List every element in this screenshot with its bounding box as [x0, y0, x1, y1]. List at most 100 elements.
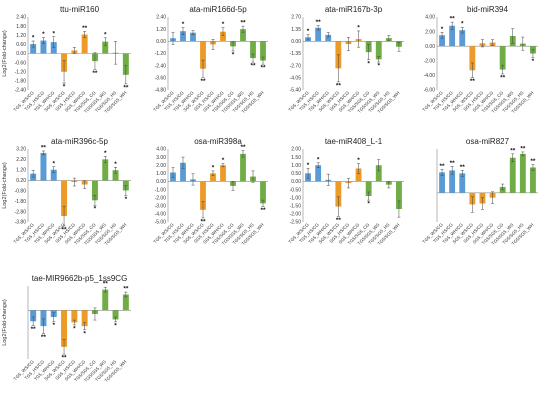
significance-marker: *	[232, 51, 235, 58]
bar	[365, 181, 372, 197]
bar	[122, 53, 129, 75]
significance-marker: **	[123, 286, 129, 293]
significance-marker: *	[104, 31, 107, 38]
significance-marker: *	[367, 201, 370, 208]
significance-marker: **	[240, 144, 246, 151]
significance-marker: *	[307, 28, 310, 35]
bar	[375, 41, 382, 60]
bar	[210, 173, 216, 182]
bar	[459, 173, 466, 193]
significance-marker: *	[367, 60, 370, 67]
bar	[449, 25, 456, 47]
y-tick-label: 0.50	[291, 171, 301, 177]
bar	[439, 172, 445, 193]
y-tick-label: -2.00	[424, 59, 436, 65]
significance-marker: **	[82, 25, 88, 32]
significance-marker: **	[103, 281, 109, 288]
significance-marker: *	[114, 161, 117, 168]
y-tick-label: 1.35	[291, 27, 301, 33]
y-tick-label: -2.00	[155, 195, 167, 201]
significance-marker: **	[123, 84, 129, 91]
bar	[499, 46, 506, 70]
significance-marker: **	[336, 82, 342, 89]
y-tick-label: 3.00	[156, 155, 166, 161]
panel-title: ata-miR167b-3p	[325, 5, 383, 14]
significance-marker: **	[470, 78, 476, 85]
y-tick-label: -1.00	[155, 187, 167, 193]
bar	[112, 310, 119, 320]
y-tick-label: 0.20	[16, 178, 26, 184]
panel-title: ttu-miR160	[60, 5, 100, 14]
y-tick-label: -5.40	[290, 88, 302, 94]
y-tick-label: 1.20	[156, 27, 166, 33]
bar	[459, 30, 466, 47]
y-tick-label: -3.60	[155, 76, 167, 82]
bar	[61, 310, 68, 347]
y-tick-label: -1.80	[15, 79, 27, 85]
bar	[200, 181, 206, 210]
bar	[449, 170, 456, 193]
significance-marker: **	[500, 74, 506, 81]
bar	[190, 32, 196, 42]
bar	[40, 152, 47, 181]
significance-marker: **	[62, 226, 68, 233]
bar	[469, 46, 476, 71]
significance-marker: *	[42, 31, 45, 38]
y-tick-label: 2.40	[156, 15, 166, 21]
significance-marker: **	[510, 147, 516, 154]
y-tick-label: 0.00	[156, 179, 166, 185]
y-tick-label: -4.00	[155, 212, 167, 218]
significance-marker: **	[260, 207, 266, 214]
bar	[40, 40, 47, 54]
y-tick-label: 1.00	[156, 171, 166, 177]
bar	[439, 35, 445, 47]
panel-title: osa-miR827	[466, 137, 510, 146]
y-axis-label: Log2(Fold-change)	[2, 30, 8, 77]
chart-panel: ata-miR166d-5p 2.40 1.20 0.00 -1.20 -2.40 -3.6…	[152, 5, 268, 114]
y-tick-label: 0.00	[291, 179, 301, 185]
bar	[240, 153, 246, 182]
y-tick-label: -0.50	[290, 187, 302, 193]
significance-marker: *	[94, 206, 97, 213]
significance-marker: *	[317, 156, 320, 163]
significance-marker: **	[62, 355, 68, 362]
bar	[396, 181, 402, 210]
significance-marker: **	[92, 70, 98, 77]
significance-marker: **	[41, 334, 47, 341]
y-tick-label: -3.00	[155, 203, 167, 209]
chart-panel: ata-miR167b-3p 2.70 1.35 0.00 -1.35 -2.70 -4.0…	[287, 5, 404, 114]
significance-marker: *	[125, 196, 128, 203]
y-axis-label: Log2(Fold-change)	[2, 299, 8, 346]
significance-marker: **	[250, 63, 256, 70]
y-tick-label: -4.80	[155, 88, 167, 94]
y-tick-label: 1.50	[291, 155, 301, 161]
bar	[325, 34, 332, 42]
significance-marker: *	[32, 35, 35, 42]
significance-marker: **	[450, 16, 456, 23]
bar	[30, 310, 37, 322]
y-tick-label: 4.00	[425, 15, 435, 21]
bar	[240, 29, 246, 42]
significance-marker: **	[240, 20, 246, 27]
bar	[81, 34, 88, 54]
y-tick-label: -5.00	[155, 220, 167, 226]
significance-marker: *	[532, 58, 535, 65]
y-tick-label: -1.35	[290, 51, 302, 57]
significance-marker: **	[530, 158, 536, 165]
y-tick-label: -1.00	[290, 195, 302, 201]
y-tick-label: -1.20	[155, 51, 167, 57]
chart-panel: bid-miR3944.002.000.00-2.00-4.00-6.00*TG…	[421, 5, 538, 114]
bar	[530, 167, 536, 193]
bar	[122, 294, 129, 311]
significance-marker: *	[357, 24, 360, 31]
significance-marker: **	[520, 145, 526, 152]
y-tick-label: 4.00	[156, 147, 166, 153]
y-tick-label: 2.00	[291, 147, 301, 153]
y-tick-label: -0.80	[15, 188, 27, 194]
significance-marker: *	[73, 325, 76, 332]
significance-marker: *	[52, 30, 55, 37]
y-tick-label: -0.60	[15, 60, 27, 66]
bar	[315, 27, 322, 42]
panel-title: tae-MIR9662b-p5_1ss9CG	[32, 274, 128, 283]
y-tick-label: 0.00	[291, 39, 301, 45]
